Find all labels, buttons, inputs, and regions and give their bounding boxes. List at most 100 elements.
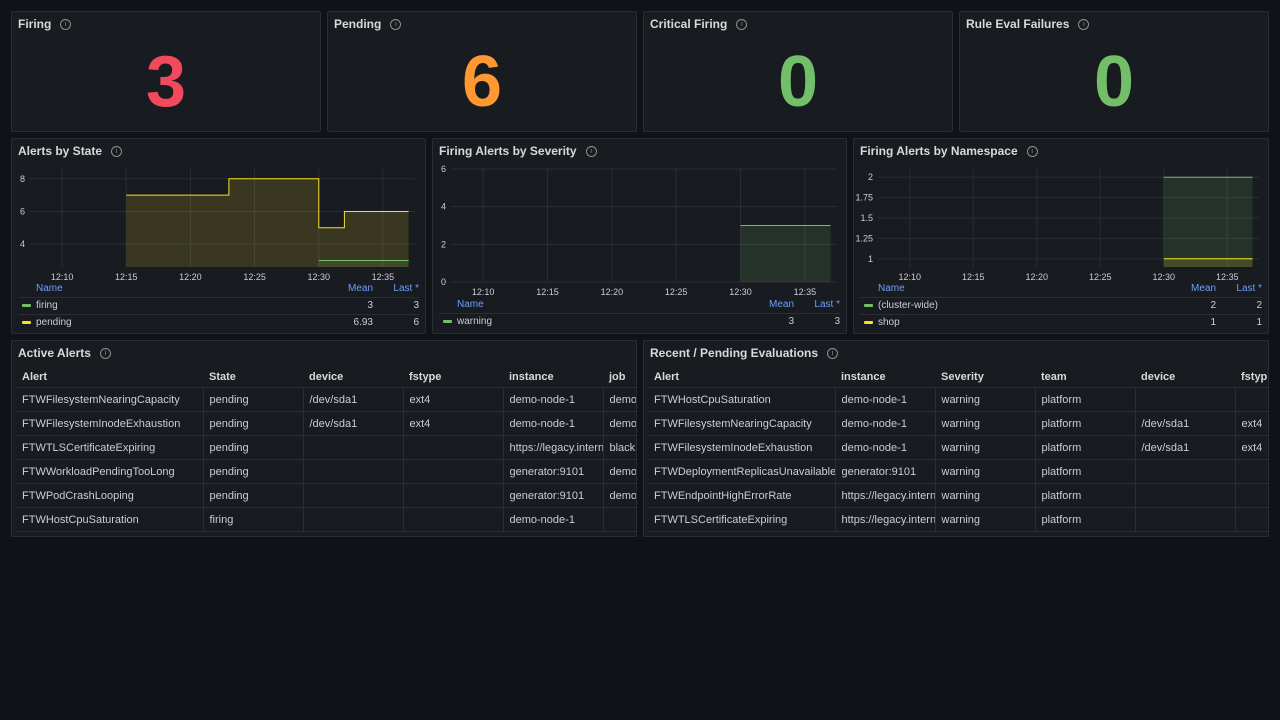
column-header[interactable]: fstyp [1235,366,1268,388]
firing-by-namespace-chart[interactable]: 12:10 12:15 12:20 12:25 12:30 12:35 1 1.25 1.5 1.… [854,139,1269,287]
legend-header-name[interactable]: Name [457,299,484,310]
table-row[interactable]: FTWTLSCertificateExpiring pending https://… [16,435,636,460]
legend-series-name: pending [22,315,72,331]
legend-header-last[interactable]: Last * [393,283,419,294]
panel-title: Alerts by State i [18,144,123,158]
table-cell [403,459,504,484]
table-header-row: Alert State device fstype instance job [16,366,636,388]
table-cell: /dev/sda1 [1135,411,1236,436]
table-cell: FTWTLSCertificateExpiring [16,435,204,460]
legend-header-last[interactable]: Last * [814,299,840,310]
table-cell: https://legacy.interna [835,507,936,532]
panel-title: Firing Alerts by Severity i [439,144,597,158]
stat-panel-firing[interactable]: Firing i 3 [11,11,321,132]
table-row[interactable]: FTWPodCrashLooping pending generator:9101 d… [16,483,636,508]
info-icon[interactable]: i [736,18,748,30]
table-cell: generator:9101 [503,459,604,484]
table-cell: demo [603,459,636,484]
column-header[interactable]: Alert [648,366,835,388]
column-header[interactable]: instance [503,366,603,388]
info-icon[interactable]: i [585,145,597,157]
table-row[interactable]: FTWEndpointHighErrorRate https://legacy.i… [648,483,1268,508]
column-header[interactable]: device [303,366,403,388]
table-cell [1135,387,1236,412]
column-header[interactable]: State [203,366,303,388]
legend-header-mean[interactable]: Mean [347,283,373,294]
chart-panel-firing-by-severity[interactable]: Firing Alerts by Severity i 12:10 12:15 12:… [432,138,847,334]
column-header[interactable]: fstype [403,366,503,388]
legend-row-cluster-wide[interactable]: (cluster-wide) 2 2 [860,297,1262,314]
legend-row-shop[interactable]: shop 1 1 [860,314,1262,331]
stat-panel-pending[interactable]: Pending i 6 [327,11,637,132]
info-icon[interactable]: i [1078,18,1090,30]
legend-header-name[interactable]: Name [878,283,905,294]
info-icon[interactable]: i [1026,145,1038,157]
legend-header-last[interactable]: Last * [1236,283,1262,294]
legend-row-pending[interactable]: pending 6.93 6 [18,314,419,331]
legend-header-mean[interactable]: Mean [768,299,794,310]
table-panel-recent-evaluations[interactable]: Recent / Pending Evaluations i Alert insta… [643,340,1269,537]
table-row[interactable]: FTWTLSCertificateExpiring https://legacy.… [648,507,1268,532]
x-tick-label: 12:25 [1089,272,1112,282]
table-row[interactable]: FTWFilesystemInodeExhaustion demo-node-1 w… [648,435,1268,460]
table-cell: FTWPodCrashLooping [16,483,204,508]
chart-panel-alerts-by-state[interactable]: Alerts by State i 12:10 12:15 12:20 12:25 12:… [11,138,426,334]
table-row[interactable]: FTWWorkloadPendingTooLong pending generato… [16,459,636,484]
series-area-warning [740,225,831,282]
column-header[interactable]: device [1135,366,1235,388]
legend-header-name[interactable]: Name [36,283,63,294]
table-cell: https://legacy.interna [835,483,936,508]
stat-panel-rule-eval-failures[interactable]: Rule Eval Failures i 0 [959,11,1269,132]
table-cell [303,459,404,484]
table-row[interactable]: FTWHostCpuSaturation demo-node-1 warning pl… [648,387,1268,412]
info-icon[interactable]: i [390,18,402,30]
info-icon[interactable]: i [111,145,123,157]
chart-panel-firing-by-namespace[interactable]: Firing Alerts by Namespace i 12:10 12:15 12… [853,138,1269,334]
info-icon[interactable]: i [827,347,839,359]
legend-header-mean[interactable]: Mean [1190,283,1216,294]
table-panel-active-alerts[interactable]: Active Alerts i Alert State device fstype ins… [11,340,637,537]
info-icon[interactable]: i [60,18,72,30]
table-cell: FTWWorkloadPendingTooLong [16,459,204,484]
table-cell: demo-node-1 [503,387,604,412]
table-cell: black [603,435,636,460]
series-swatch [443,319,452,323]
legend-row-firing[interactable]: firing 3 3 [18,297,419,314]
table-cell: warning [935,435,1036,460]
table-cell: platform [1035,435,1136,460]
stat-value-firing: 3 [145,42,187,122]
panel-title: Rule Eval Failures i [966,17,1090,31]
y-tick-label: 6 [441,164,446,174]
legend-series-name: (cluster-wide) [864,298,938,314]
table-row[interactable]: FTWFilesystemNearingCapacity demo-node-1 w… [648,411,1268,436]
table-row[interactable]: FTWDeploymentReplicasUnavailable generato… [648,459,1268,484]
table-cell: https://legacy.interna [503,435,604,460]
series-area-shop [1163,258,1253,267]
y-tick-label: 1 [868,254,873,264]
legend-mean: 3 [788,316,794,327]
table-cell: platform [1035,507,1136,532]
column-header[interactable]: Severity [935,366,1035,388]
table-cell: pending [203,435,304,460]
legend-mean: 6.93 [353,317,373,328]
table-cell: generator:9101 [503,483,604,508]
table-cell [1235,459,1268,484]
info-icon[interactable]: i [99,347,111,359]
alerts-by-state-chart[interactable]: 12:10 12:15 12:20 12:25 12:30 12:35 4 6 8 [12,139,426,287]
column-header[interactable]: instance [835,366,935,388]
column-header[interactable]: Alert [16,366,203,388]
table-row[interactable]: FTWFilesystemInodeExhaustion pending/dev/… [16,411,636,436]
legend-row-warning[interactable]: warning 3 3 [439,313,840,330]
table-cell: FTWHostCpuSaturation [16,507,204,532]
table-cell: pending [203,387,304,412]
table-row[interactable]: FTWHostCpuSaturation firing demo-node-1 [16,507,636,532]
table-row[interactable]: FTWFilesystemNearingCapacity pending/dev/… [16,387,636,412]
legend-mean: 1 [1210,317,1216,328]
table-cell: warning [935,411,1036,436]
firing-by-severity-chart[interactable]: 12:10 12:15 12:20 12:25 12:30 12:35 0 2 4 6 [433,139,847,303]
x-tick-label: 12:25 [665,287,688,297]
column-header[interactable]: job [603,366,636,388]
chart-legend: Name Mean Last * firing 3 3 pending 6.93… [18,281,419,331]
stat-panel-critical-firing[interactable]: Critical Firing i 0 [643,11,953,132]
column-header[interactable]: team [1035,366,1135,388]
